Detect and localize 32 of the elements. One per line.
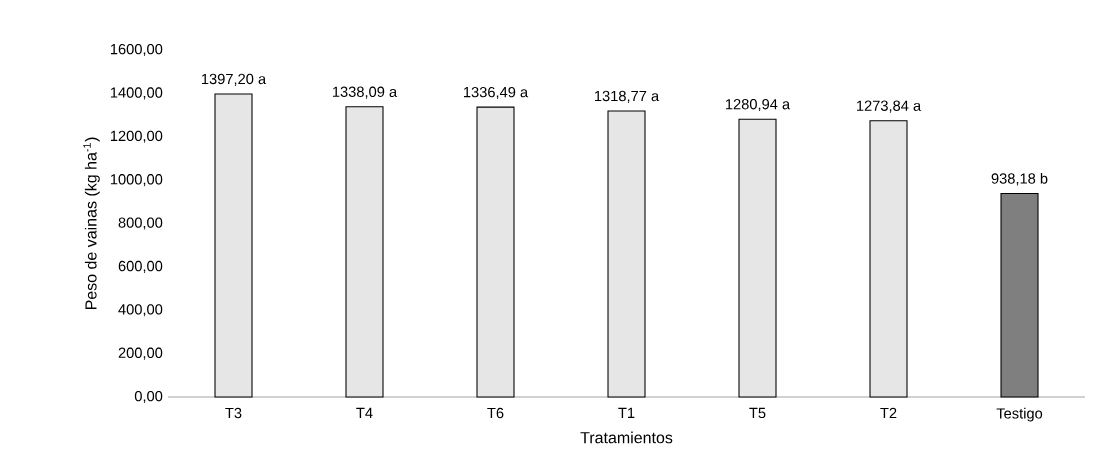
x-tick-label: T4: [356, 407, 373, 418]
x-axis-title: Tratamientos: [580, 431, 673, 444]
y-tick-label: 1600,00: [110, 43, 163, 57]
x-tick-label: Testigo: [996, 407, 1043, 422]
bar: [607, 110, 646, 398]
data-label: 938,18 b: [991, 172, 1048, 186]
y-axis-title: Peso de vainas (kg ha$^{-1}$): [83, 137, 100, 310]
data-label: 1318,77 a: [594, 90, 660, 103]
x-tick-label: T1: [618, 407, 635, 418]
bar: [869, 120, 908, 398]
x-tick-label: T5: [749, 407, 766, 419]
bar: [345, 106, 384, 398]
y-tick-label: 200,00: [118, 347, 163, 360]
bar: [1000, 192, 1039, 398]
data-label: 1397,20 a: [201, 73, 267, 86]
bar: [738, 118, 777, 398]
data-label: 1273,84 a: [856, 100, 922, 113]
y-tick-label: 0,00: [134, 390, 163, 404]
bar: [476, 106, 515, 398]
x-tick-label: T3: [225, 407, 242, 419]
y-tick-label: 400,00: [118, 304, 163, 317]
y-tick-label: 1400,00: [110, 87, 163, 100]
y-tick-label: 1200,00: [110, 130, 163, 143]
bar: [214, 93, 253, 398]
data-label: 1338,09 a: [332, 86, 398, 99]
data-label: 1280,94 a: [725, 99, 791, 112]
data-label: 1336,49 a: [463, 86, 529, 100]
y-tick-label: 600,00: [118, 260, 163, 273]
y-tick-label: 800,00: [118, 217, 163, 230]
y-tick-label: 1000,00: [110, 174, 163, 187]
x-tick-label: T6: [487, 407, 504, 419]
x-tick-label: T2: [880, 407, 897, 419]
